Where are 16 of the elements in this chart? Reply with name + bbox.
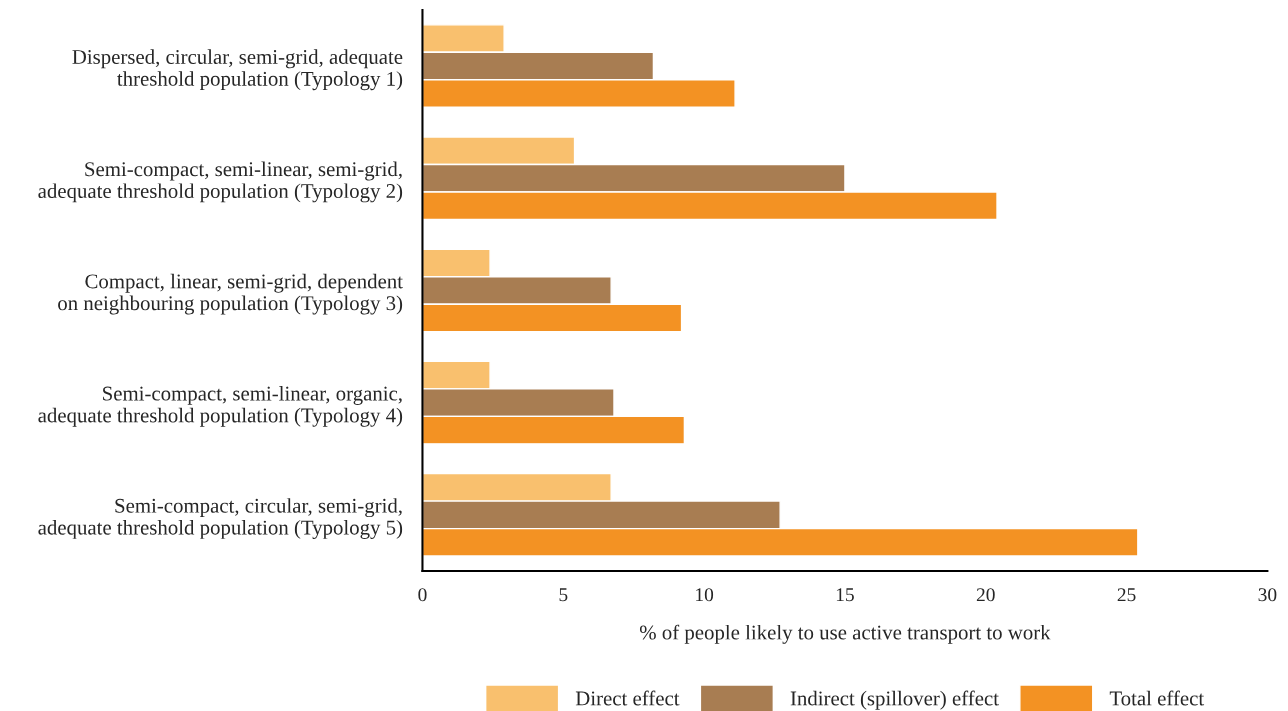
y-tick-label: Dispersed, circular, semi-grid, adequate threshold population (Typology 1) xyxy=(72,49,403,91)
y-tick-label: Semi-compact, semi-linear, semi-grid, adequate threshold population (Typology 2) xyxy=(38,161,403,203)
x-tick-label: 20 xyxy=(976,588,995,602)
x-axis-title: % of people likely to use active transport to work xyxy=(639,624,1051,644)
x-tick-label: 25 xyxy=(1117,588,1136,602)
x-tick-label: 10 xyxy=(696,588,714,602)
y-tick-label: Semi-compact, circular, semi-grid, adequate threshold population (Typology 5) xyxy=(38,498,403,539)
y-tick-label: Compact, linear, semi-grid, dependent on neighbouring population (Typology 3) xyxy=(58,273,403,315)
y-tick-label: Semi-compact, semi-linear, organic, adequate threshold population (Typology 4) xyxy=(38,385,403,427)
x-tick-label: 5 xyxy=(559,588,568,602)
legend-label: Indirect (spillover) effect xyxy=(790,690,999,710)
legend-label: Total effect xyxy=(1109,690,1205,706)
x-tick-label: 0 xyxy=(418,588,427,602)
x-tick-label: 15 xyxy=(836,588,854,602)
x-tick-label: 30 xyxy=(1258,588,1277,602)
legend-label: Direct effect xyxy=(575,690,680,706)
